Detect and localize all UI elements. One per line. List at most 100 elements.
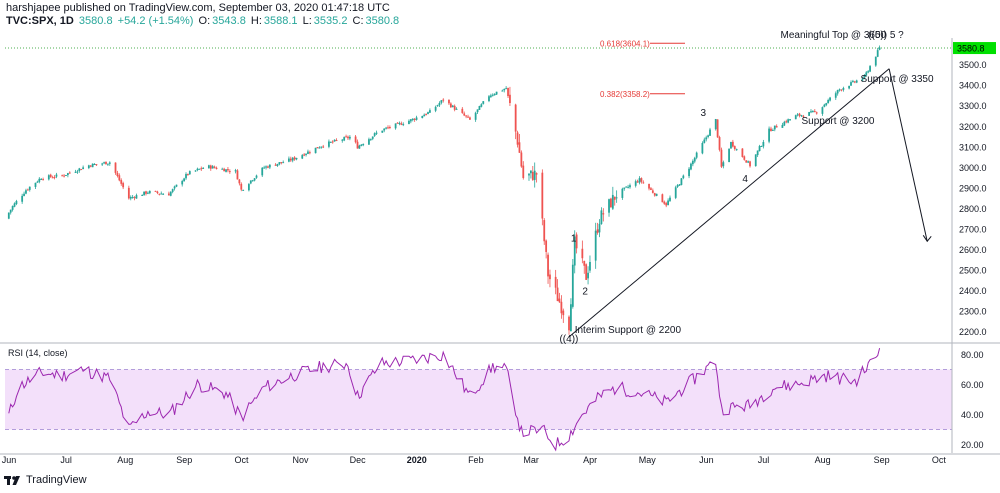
candle-body <box>68 172 71 174</box>
candle-body <box>331 141 334 143</box>
candle-body <box>716 119 719 138</box>
candle-body <box>541 172 544 219</box>
candle-body <box>47 175 50 180</box>
candle-body <box>261 167 264 176</box>
symbol-label[interactable]: TVC:SPX, 1D <box>6 15 74 27</box>
candle-body <box>583 260 586 266</box>
candle-body <box>194 170 197 172</box>
candle-body <box>307 151 309 154</box>
candle-body <box>387 127 389 129</box>
time-tick-label: Feb <box>468 455 484 465</box>
candle-body <box>863 75 866 78</box>
candle-body <box>400 123 403 125</box>
rsi-pane[interactable] <box>5 347 952 452</box>
candle-body <box>129 197 132 199</box>
candle-body <box>95 164 98 166</box>
rsi-tick-label: 20.00 <box>961 440 984 450</box>
candle-body <box>707 135 710 137</box>
candle-body <box>385 127 387 129</box>
candle-body <box>429 110 431 113</box>
candle-body <box>808 112 810 116</box>
candle-body <box>482 101 485 104</box>
candle-body <box>133 197 136 199</box>
candle-body <box>650 188 652 190</box>
price-pane[interactable] <box>5 45 952 335</box>
candle-body <box>771 129 774 131</box>
candle-body <box>680 178 683 185</box>
candle-body <box>522 165 525 178</box>
support-trendline <box>568 68 890 338</box>
candle-body <box>427 112 429 115</box>
candle-body <box>810 111 812 113</box>
candle-body <box>783 121 786 126</box>
candle-body <box>730 141 732 149</box>
candle-body <box>101 163 104 165</box>
candle-body <box>869 66 871 72</box>
candle-body <box>467 116 469 118</box>
candle-body <box>40 178 43 180</box>
candle-body <box>560 301 563 314</box>
candle-body <box>589 261 591 271</box>
wave-4-label: 4 <box>742 174 748 185</box>
candle-body <box>461 108 464 113</box>
candle-body <box>465 115 468 117</box>
candle-body <box>507 87 509 97</box>
candle-body <box>796 114 799 116</box>
candle-body <box>627 186 629 188</box>
candle-body <box>25 190 27 194</box>
candle-body <box>425 114 428 116</box>
candle-body <box>718 137 721 150</box>
candle-body <box>209 165 212 169</box>
candle-body <box>842 87 845 90</box>
price-tick-label: 3500.0 <box>959 60 987 70</box>
candle-body <box>488 96 490 102</box>
candle-body <box>701 143 704 154</box>
candle-body <box>714 119 717 130</box>
wave-5-label: ((5)) 5 ? <box>868 30 904 41</box>
price-tick-label: 2500.0 <box>959 266 987 276</box>
candle-body <box>638 178 641 183</box>
wave-4-major-label: ((4)) <box>559 334 578 345</box>
candle-body <box>158 193 161 195</box>
candle-body <box>867 71 870 73</box>
candle-body <box>131 196 134 198</box>
candle-body <box>65 174 67 176</box>
candle-body <box>381 130 384 133</box>
candle-body <box>347 136 349 139</box>
candle-body <box>800 115 803 117</box>
candle-body <box>167 193 170 196</box>
candle-body <box>354 136 357 143</box>
candle-body <box>200 168 203 170</box>
candle-body <box>480 104 483 107</box>
candle-body <box>242 189 245 191</box>
candle-body <box>108 162 111 164</box>
candle-body <box>234 170 237 172</box>
candle-body <box>558 298 561 303</box>
candle-body <box>613 196 616 200</box>
time-tick-label: Sep <box>176 455 192 465</box>
candle-body <box>187 173 189 175</box>
candle-body <box>169 191 172 196</box>
candle-body <box>476 109 479 113</box>
candle-body <box>333 139 336 142</box>
candle-body <box>568 316 570 331</box>
candle-body <box>356 141 359 149</box>
candle-body <box>280 162 283 164</box>
high-value: 3588.1 <box>263 15 298 27</box>
price-tick-label: 3000.0 <box>959 163 987 173</box>
candle-body <box>827 100 830 104</box>
chart-canvas[interactable]: 2200.0 2300.0 2400.0 2500.0 2600.0 2700.0 2800… <box>0 0 1000 470</box>
candle-body <box>688 168 690 177</box>
candle-body <box>509 94 511 104</box>
time-tick-label: May <box>639 455 657 465</box>
candle-body <box>329 141 332 143</box>
candle-body <box>758 146 761 152</box>
candle-body <box>573 236 576 266</box>
axes: 2200.0 2300.0 2400.0 2500.0 2600.0 2700.0 2800… <box>0 38 1000 465</box>
projection-arrow-head <box>922 235 932 243</box>
candle-body <box>625 186 628 188</box>
price-tick-label: 2700.0 <box>959 225 987 235</box>
candle-body <box>571 264 574 307</box>
candle-body <box>335 140 338 142</box>
candle-body <box>695 152 698 158</box>
